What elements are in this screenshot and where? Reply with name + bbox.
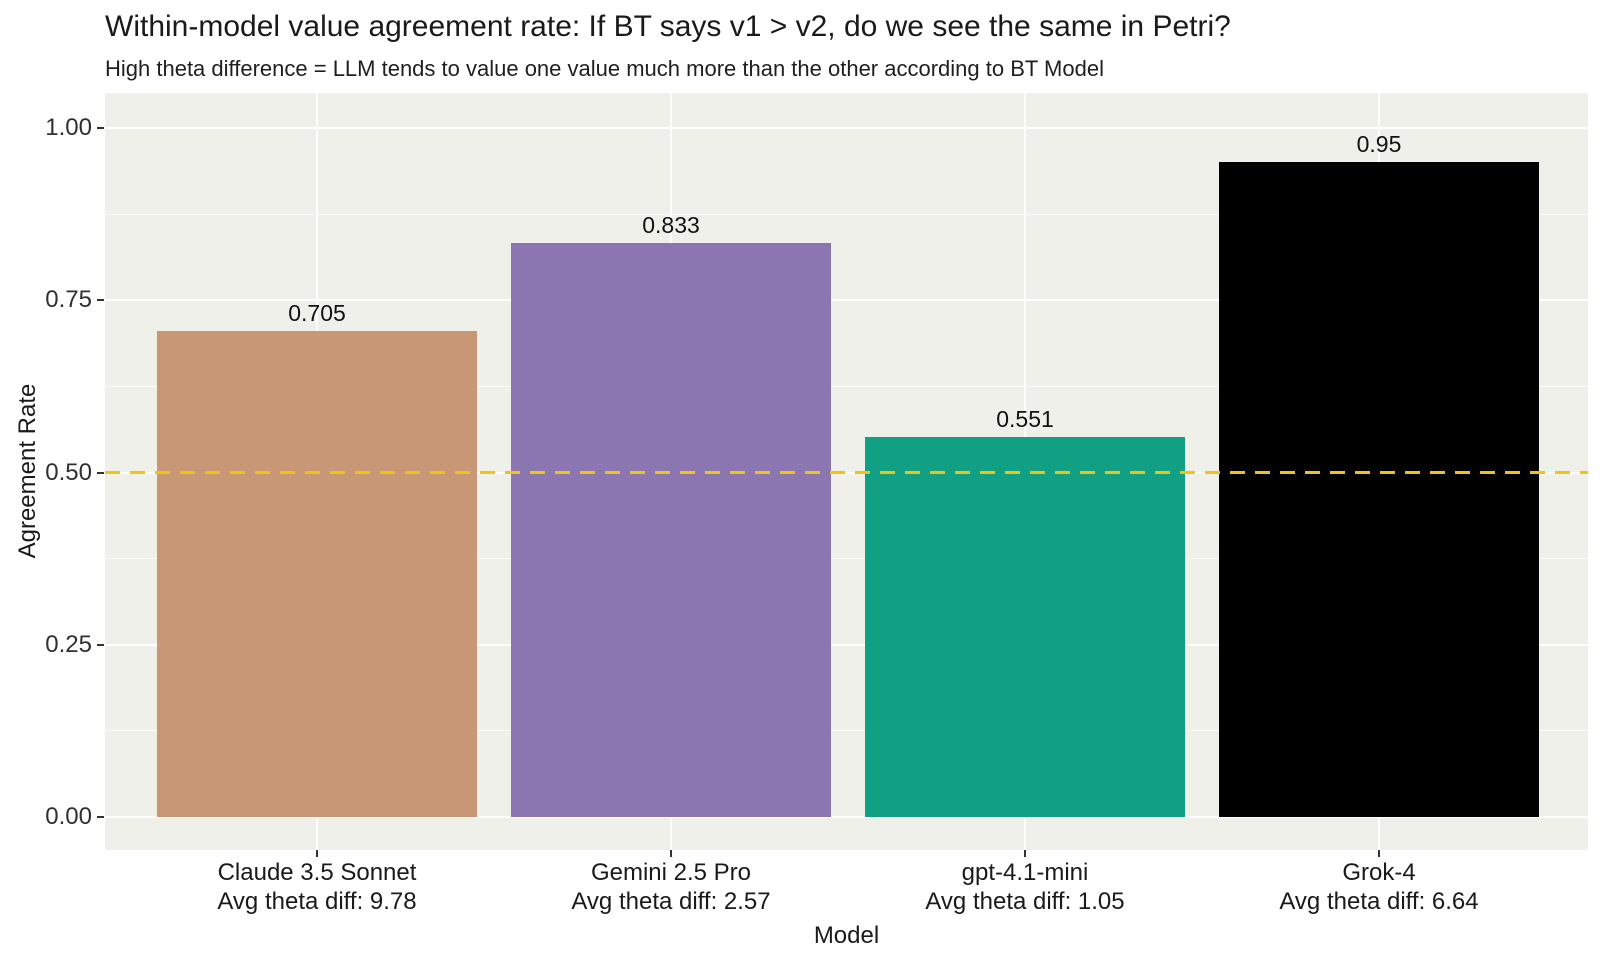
bar-value-label: 0.705 (288, 300, 346, 327)
x-tick-label-sublabel: Avg theta diff: 9.78 (217, 888, 417, 915)
gridline-minor-h (105, 385, 1588, 387)
x-tick-mark (1378, 850, 1380, 857)
y-tick-mark (97, 643, 104, 646)
bar-value-label: 0.95 (1356, 131, 1402, 158)
x-tick-label-sublabel: Avg theta diff: 6.64 (1279, 888, 1479, 915)
chart-subtitle: High theta difference = LLM tends to val… (105, 56, 1104, 81)
x-tick-label: gpt-4.1-mini Avg theta diff: 1.05 (815, 858, 1235, 916)
plot-panel: 0.705 0.833 0.551 0.95 (105, 93, 1588, 850)
x-tick-label-sublabel: Avg theta diff: 2.57 (571, 888, 771, 915)
y-tick-label: 0.75 (45, 286, 92, 314)
y-tick-label: 0.00 (45, 803, 92, 830)
bar-4 (1219, 162, 1539, 817)
bar-value-label: 0.551 (996, 406, 1054, 433)
bar-3 (865, 437, 1185, 817)
y-tick-mark (97, 127, 104, 129)
gridline-minor-h (105, 213, 1588, 215)
gridline-major-h (105, 816, 1588, 818)
x-tick-label-name: Grok-4 (1342, 859, 1416, 886)
gridline-major-h (105, 643, 1588, 646)
y-tick-label: 0.50 (45, 458, 92, 486)
x-tick-label: Gemini 2.5 Pro Avg theta diff: 2.57 (461, 858, 881, 916)
x-tick-mark (316, 850, 318, 857)
x-tick-mark (1024, 850, 1026, 857)
reference-line (105, 471, 1588, 474)
y-axis-title: Agreement Rate (14, 383, 41, 559)
y-tick-mark (97, 299, 104, 302)
gridline-major-h (105, 299, 1588, 302)
x-tick-mark (670, 850, 672, 857)
bar-value-label: 0.833 (642, 212, 700, 239)
gridline-major-h (105, 127, 1588, 129)
y-tick-mark (97, 816, 104, 818)
bar-1 (157, 331, 477, 817)
x-axis-title: Model (813, 922, 880, 949)
x-tick-label: Claude 3.5 Sonnet Avg theta diff: 9.78 (107, 858, 527, 916)
y-tick-label: 1.00 (45, 114, 92, 141)
x-tick-label-name: Claude 3.5 Sonnet (217, 859, 417, 886)
gridline-minor-h (105, 730, 1588, 732)
x-tick-label: Grok-4 Avg theta diff: 6.64 (1169, 858, 1589, 916)
y-tick-mark (97, 471, 104, 474)
x-tick-label-name: gpt-4.1-mini (961, 859, 1089, 886)
x-tick-label-name: Gemini 2.5 Pro (590, 859, 752, 886)
y-tick-label: 0.25 (45, 630, 92, 658)
gridline-minor-h (105, 558, 1588, 560)
chart-title: Within-model value agreement rate: If BT… (105, 10, 1231, 43)
bar-2 (511, 243, 831, 817)
x-tick-label-sublabel: Avg theta diff: 1.05 (925, 888, 1125, 915)
